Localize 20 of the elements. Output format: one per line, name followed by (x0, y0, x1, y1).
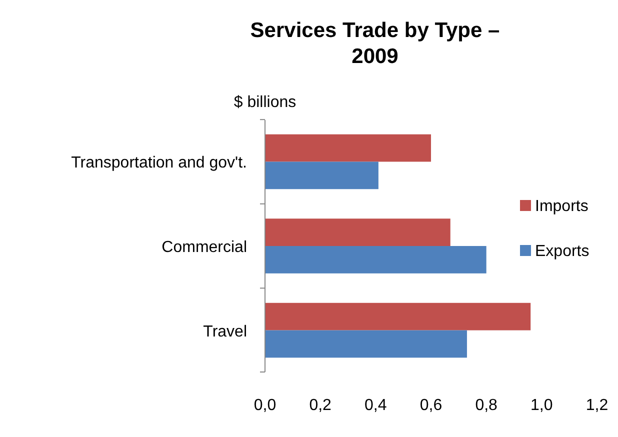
bar (265, 218, 450, 246)
y-tick-label: Travel (203, 323, 247, 340)
x-tick-label: 0,8 (475, 397, 498, 414)
chart-title: Services Trade by Type – 2009 (250, 19, 500, 68)
bar (265, 330, 467, 358)
x-tick-label: 1,0 (530, 397, 553, 414)
bar (265, 162, 378, 190)
x-tick-label: 0,0 (254, 397, 276, 414)
y-tick-label: Transportation and gov't. (71, 154, 247, 172)
x-tick-label: 0,4 (364, 397, 387, 414)
bar (265, 246, 486, 274)
legend-label: Exports (535, 243, 590, 260)
legend-label: Imports (535, 198, 588, 215)
bar (265, 302, 531, 330)
x-tick-label: 1,2 (586, 397, 608, 414)
y-tick-label: Commercial (162, 239, 247, 256)
x-axis-title: $ billions (234, 94, 296, 111)
x-tick-label: 0,2 (309, 397, 332, 414)
bar (265, 134, 431, 162)
x-tick-label: 0,6 (420, 397, 442, 414)
